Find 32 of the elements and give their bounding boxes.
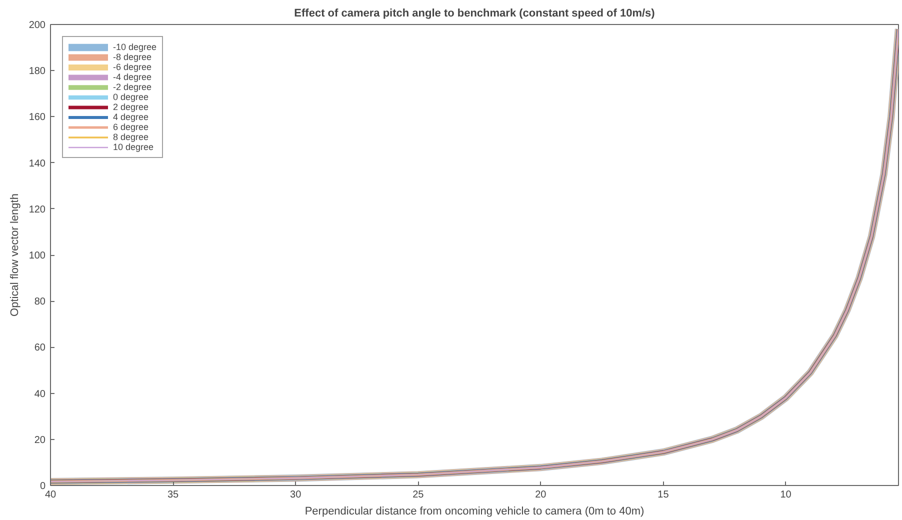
y-tick-label: 40 xyxy=(34,388,46,400)
x-tick-label: 30 xyxy=(290,490,302,500)
x-tick-label: 20 xyxy=(535,490,547,500)
legend-label: -8 degree xyxy=(113,52,152,62)
x-tick-label: 25 xyxy=(412,490,424,500)
y-tick-label: 20 xyxy=(34,434,46,446)
y-tick-label: 140 xyxy=(28,158,46,170)
x-tick-label: 35 xyxy=(167,490,180,500)
y-tick-label: 60 xyxy=(34,342,46,354)
legend-label: -4 degree xyxy=(113,72,152,82)
x-tick-label: 10 xyxy=(780,490,792,500)
y-tick-label: 0 xyxy=(40,481,46,492)
y-tick-label: 160 xyxy=(28,112,46,124)
y-tick-label: 120 xyxy=(28,204,46,216)
legend-label: 2 degree xyxy=(113,102,149,112)
legend-label: 0 degree xyxy=(113,92,149,102)
legend-label: -6 degree xyxy=(113,62,152,72)
y-axis-title: Optical flow vector length xyxy=(8,194,21,316)
y-tick-label: 100 xyxy=(28,250,46,262)
x-tick-label: 40 xyxy=(44,490,56,500)
x-axis-title: Perpendicular distance from oncoming vehicle to camera (0m to 40m) xyxy=(304,506,644,518)
chart-title: Effect of camera pitch angle to benchmark (constant speed of 10m/s) xyxy=(294,8,656,20)
y-tick-label: 80 xyxy=(34,296,46,308)
x-tick-label: 15 xyxy=(658,490,670,500)
legend-label: 4 degree xyxy=(113,112,149,122)
legend-label: 8 degree xyxy=(113,132,149,142)
legend-label: 10 degree xyxy=(113,142,154,152)
legend-label: -10 degree xyxy=(113,42,157,52)
y-tick-label: 200 xyxy=(28,20,46,31)
legend-label: 6 degree xyxy=(113,122,149,132)
y-tick-label: 180 xyxy=(28,66,46,78)
legend-label: -2 degree xyxy=(113,82,152,92)
